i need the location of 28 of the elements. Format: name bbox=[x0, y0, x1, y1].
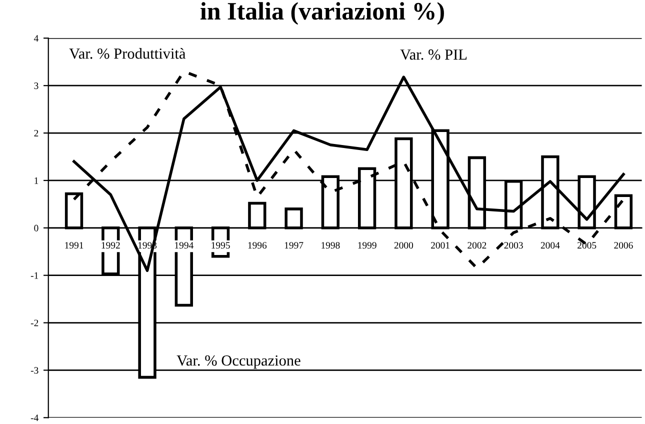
y-tick-label: 4 bbox=[34, 35, 38, 42]
x-tick-label: 1999 bbox=[358, 242, 376, 249]
y-tick-label: 1 bbox=[34, 177, 38, 184]
y-tick-label: 2 bbox=[34, 130, 38, 136]
y-tick-label: 3 bbox=[34, 82, 38, 90]
y-tick-label: -3 bbox=[30, 367, 38, 374]
x-tick-label: 2004 bbox=[540, 242, 560, 249]
x-tick-label: 2001 bbox=[431, 242, 450, 249]
y-tick-label: -2 bbox=[30, 320, 38, 326]
x-tick-label: 1998 bbox=[322, 242, 340, 249]
x-tick-label: 2002 bbox=[468, 242, 486, 249]
x-tick-label: 2000 bbox=[394, 242, 414, 249]
x-tick-label: 2006 bbox=[614, 242, 633, 249]
series-label: Var. % Produttività bbox=[69, 48, 186, 59]
x-tick-label: 1992 bbox=[102, 242, 120, 249]
x-tick-label: 1994 bbox=[175, 242, 194, 249]
x-tick-label: 1996 bbox=[248, 242, 267, 249]
chart-title: in Italia (variazioni %) bbox=[200, 2, 444, 25]
y-tick-label: -4 bbox=[30, 414, 38, 422]
x-tick-label: 1997 bbox=[284, 242, 304, 249]
x-tick-label: 1991 bbox=[65, 242, 84, 249]
x-tick-label: 2003 bbox=[504, 242, 523, 249]
y-tick-label: -1 bbox=[30, 272, 38, 279]
series-label: Var. % Occupazione bbox=[176, 355, 300, 369]
x-tick-label: 1995 bbox=[212, 242, 230, 249]
y-tick-label: 0 bbox=[34, 224, 38, 232]
series-label: Var. % PIL bbox=[400, 49, 467, 60]
x-tick-label: 2005 bbox=[578, 242, 596, 249]
